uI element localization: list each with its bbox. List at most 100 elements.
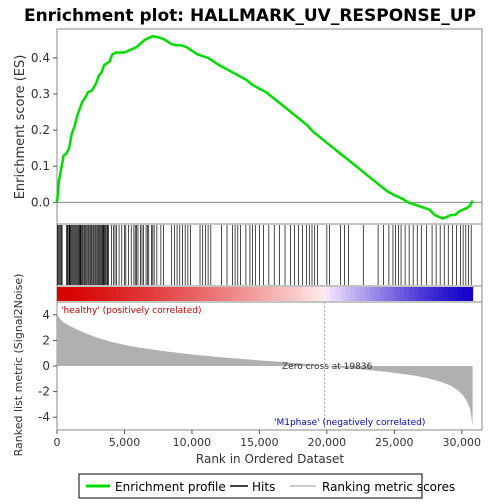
hits-panel-frame <box>56 223 483 287</box>
enrichment-profile-line <box>55 34 474 220</box>
colorbar-segment <box>101 287 107 301</box>
es-panel-frame <box>56 28 483 225</box>
rank-y-axis-label: Ranked list metric (Signal2Noise) <box>12 274 25 457</box>
colorbar-segment <box>423 287 430 301</box>
colorbar-segment <box>413 287 420 301</box>
colorbar-segment <box>350 287 356 301</box>
colorbar-segment <box>91 287 97 301</box>
colorbar-segment <box>71 287 78 301</box>
colorbar-segment <box>135 287 141 301</box>
colorbar-segment <box>301 287 307 301</box>
colorbar-segment <box>140 287 146 301</box>
colorbar-segment <box>365 287 371 301</box>
colorbar-segment <box>76 287 83 301</box>
legend-box <box>78 473 423 499</box>
colorbar-segment <box>267 287 273 301</box>
ranking-metric-area <box>57 304 473 427</box>
legend-enrichment-label: Enrichment profile <box>115 480 226 494</box>
colorbar-segment <box>379 287 386 301</box>
chart-title: Enrichment plot: HALLMARK_UV_RESPONSE_UP <box>24 6 476 26</box>
es-y-tick-label: 0.1 <box>31 159 50 173</box>
colorbar-segment <box>125 287 131 301</box>
es-y-tick-label: 0.2 <box>31 123 50 137</box>
rank-y-tick-label: -2 <box>38 385 50 399</box>
x-tick-label: 0 <box>54 436 61 449</box>
colorbar-segment <box>228 287 234 301</box>
es-y-tick-label: 0.0 <box>31 195 50 209</box>
rank-y-tick-label: -4 <box>38 410 50 424</box>
colorbar-segment <box>130 287 136 301</box>
colorbar-segment <box>252 287 259 301</box>
colorbar-segment <box>242 287 249 301</box>
colorbar-segment <box>262 287 268 301</box>
colorbar-segment <box>86 287 92 301</box>
colorbar-segment <box>448 287 454 301</box>
x-tick-label: 25,000 <box>375 436 414 449</box>
colorbar-segment <box>164 287 171 301</box>
colorbar-segment <box>384 287 391 301</box>
colorbar-layer <box>57 287 474 301</box>
es-y-axis-label: Enrichment score (ES) <box>13 55 28 200</box>
hits-layer <box>57 225 472 285</box>
negative-label: 'M1phase' (negatively correlated) <box>274 418 425 428</box>
colorbar-segment <box>198 287 205 301</box>
colorbar-segment <box>193 287 200 301</box>
colorbar-segment <box>360 287 366 301</box>
colorbar-segment <box>149 287 156 301</box>
colorbar-segment <box>316 287 322 301</box>
colorbar-segment <box>218 287 224 301</box>
x-tick-label: 30,000 <box>443 436 482 449</box>
colorbar-segment <box>306 287 312 301</box>
x-tick-label: 10,000 <box>173 436 212 449</box>
colorbar-segment <box>57 287 63 301</box>
colorbar-segment <box>453 287 459 301</box>
colorbar-segment <box>443 287 449 301</box>
colorbar-segment <box>272 287 278 301</box>
colorbar-segment <box>325 287 332 301</box>
colorbar-segment <box>159 287 166 301</box>
colorbar-segment <box>213 287 219 301</box>
colorbar-segment <box>66 287 73 301</box>
colorbar-segment <box>345 287 351 301</box>
colorbar-segment <box>81 287 87 301</box>
colorbar-segment <box>281 287 288 301</box>
colorbar-segment <box>115 287 122 301</box>
colorbar-segment <box>399 287 405 301</box>
es-layer <box>55 34 482 220</box>
colorbar-segment <box>120 287 127 301</box>
colorbar-segment <box>369 287 376 301</box>
es-y-tick-label: 0.3 <box>31 87 50 101</box>
rank-layer <box>57 302 473 430</box>
colorbar-segment <box>203 287 210 301</box>
colorbar-segment <box>233 287 239 301</box>
colorbar-segment <box>433 287 439 301</box>
legend-hits-label: Hits <box>252 480 275 494</box>
colorbar-segment <box>145 287 151 301</box>
colorbar-segment <box>223 287 229 301</box>
axes-layer: 0.0 0.1 0.2 0.3 0.4 -4 -2 0 2 4 0 5,000 10,000 15,000… <box>31 51 481 449</box>
colorbar-segment <box>208 287 215 301</box>
colorbar-segment <box>174 287 180 301</box>
rank-y-tick-label: 4 <box>42 308 50 322</box>
colorbar-segment <box>404 287 410 301</box>
colorbar-segment <box>467 287 474 301</box>
colorbar-segment <box>286 287 293 301</box>
es-y-tick-label: 0.4 <box>31 51 50 65</box>
colorbar-segment <box>291 287 298 301</box>
x-axis-label: Rank in Ordered Dataset <box>196 452 344 466</box>
colorbar-segment <box>374 287 381 301</box>
colorbar-segment <box>409 287 415 301</box>
colorbar-segment <box>462 287 469 301</box>
colorbar-segment <box>330 287 337 301</box>
colorbar-segment <box>457 287 464 301</box>
colorbar-segment <box>311 287 317 301</box>
x-tick-label: 20,000 <box>308 436 347 449</box>
colorbar-segment <box>179 287 185 301</box>
colorbar-segment <box>61 287 68 301</box>
colorbar-segment <box>247 287 254 301</box>
colorbar-segment <box>110 287 117 301</box>
colorbar-segment <box>169 287 175 301</box>
colorbar-segment <box>321 287 327 301</box>
